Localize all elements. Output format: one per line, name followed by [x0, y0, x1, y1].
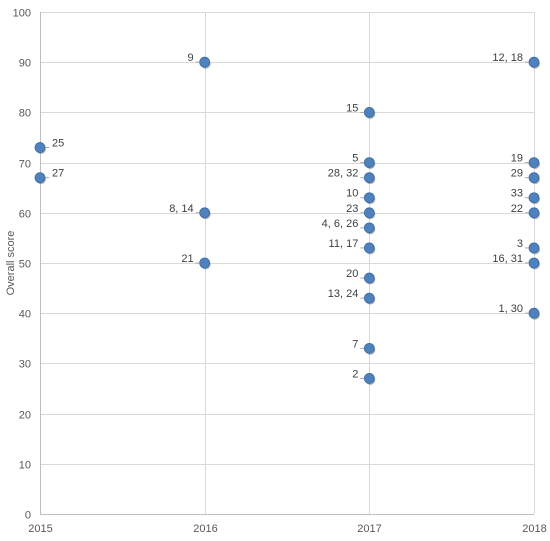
data-label: 21 — [181, 253, 193, 265]
data-point — [363, 207, 375, 219]
data-points — [34, 56, 540, 385]
data-point — [528, 242, 540, 254]
x-tick-label: 2016 — [193, 523, 217, 535]
data-point — [34, 142, 46, 153]
data-point — [199, 257, 211, 269]
x-tick-label: 2018 — [522, 523, 546, 535]
data-point — [363, 292, 375, 304]
data-label: 8, 14 — [169, 203, 193, 215]
y-axis-title: Overall score — [5, 231, 17, 296]
gridlines — [40, 12, 535, 514]
data-point — [363, 342, 375, 354]
data-point — [363, 157, 375, 169]
data-label: 7 — [352, 338, 358, 350]
data-point — [528, 56, 540, 68]
y-tick-label: 90 — [19, 58, 31, 70]
y-tick-label: 10 — [19, 460, 31, 472]
y-tick-label: 30 — [19, 359, 31, 371]
data-point — [363, 373, 375, 384]
data-point — [363, 272, 375, 284]
data-label: 19 — [511, 153, 523, 165]
y-tick-label: 0 — [25, 510, 31, 522]
data-label: 9 — [188, 52, 194, 64]
data-label: 16, 31 — [492, 253, 523, 265]
data-label: 1, 30 — [499, 303, 523, 315]
data-label: 27 — [52, 168, 64, 180]
data-point — [199, 207, 211, 219]
data-label: 23 — [346, 203, 358, 215]
data-point — [363, 192, 375, 204]
y-tick-label: 70 — [19, 159, 31, 171]
y-tick-label: 80 — [19, 108, 31, 120]
x-tick-label: 2015 — [28, 523, 52, 535]
data-label: 4, 6, 26 — [322, 218, 359, 230]
data-point — [528, 257, 540, 269]
axes — [40, 12, 534, 515]
data-label: 3 — [517, 238, 523, 250]
y-tick-label: 50 — [19, 259, 31, 271]
data-label: 10 — [346, 188, 358, 200]
data-label: 15 — [346, 102, 358, 114]
data-point — [528, 307, 540, 319]
y-tick-label: 100 — [13, 8, 31, 20]
data-point — [363, 172, 375, 184]
data-label: 13, 24 — [328, 288, 359, 300]
data-point — [34, 172, 46, 184]
data-label: 2 — [352, 368, 358, 380]
data-point — [528, 157, 540, 169]
x-tick-label: 2017 — [357, 523, 381, 535]
data-label: 22 — [511, 203, 523, 215]
y-tick-label: 20 — [19, 410, 31, 422]
data-label: 29 — [511, 168, 523, 180]
data-label: 11, 17 — [329, 238, 359, 250]
data-point — [363, 107, 375, 118]
data-label: 20 — [346, 268, 358, 280]
data-point — [528, 207, 540, 219]
data-label: 33 — [511, 188, 523, 200]
y-tick-label: 60 — [19, 209, 31, 221]
data-point — [363, 242, 375, 254]
data-label: 12, 18 — [492, 52, 523, 64]
data-point — [528, 192, 540, 204]
y-tick-label: 40 — [19, 309, 31, 321]
data-point — [199, 56, 211, 68]
data-label: 25 — [52, 138, 64, 150]
data-point — [528, 172, 540, 184]
data-label: 5 — [352, 153, 358, 165]
data-point — [363, 222, 375, 234]
data-label: 28, 32 — [328, 168, 359, 180]
